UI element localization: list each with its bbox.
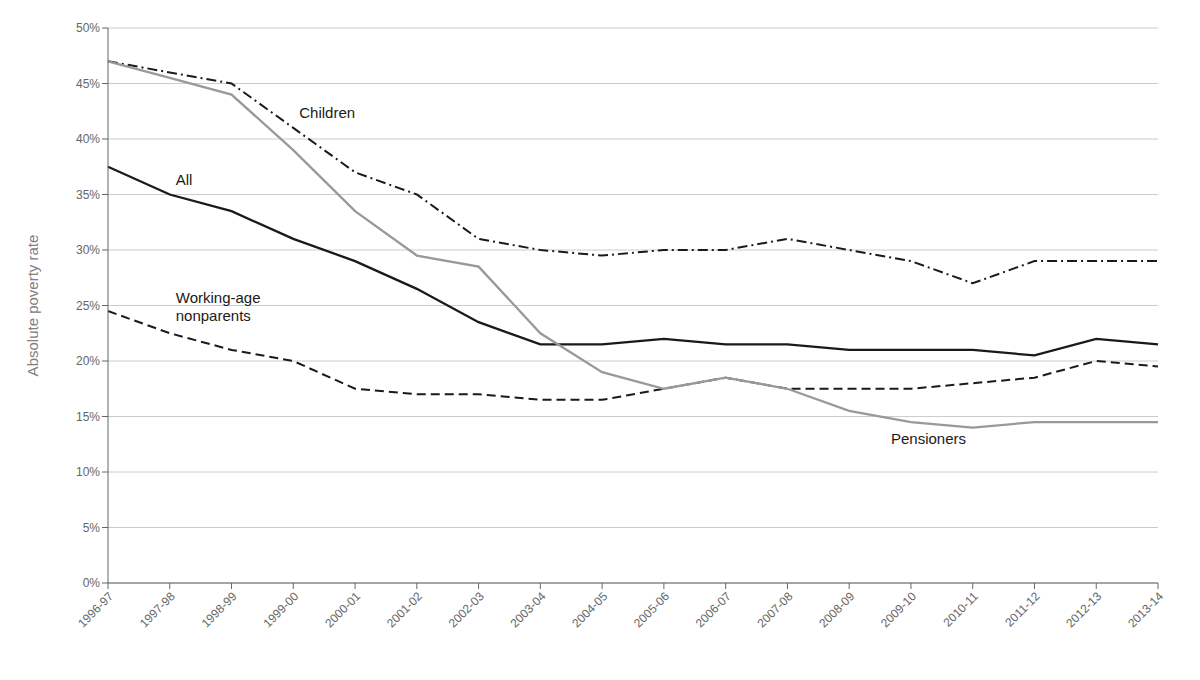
svg-text:Pensioners: Pensioners	[891, 430, 966, 447]
svg-text:2010-11: 2010-11	[940, 589, 981, 630]
svg-text:2001-02: 2001-02	[384, 589, 425, 630]
svg-text:1997-98: 1997-98	[137, 589, 178, 630]
svg-text:45%: 45%	[76, 77, 100, 91]
svg-text:15%: 15%	[76, 410, 100, 424]
svg-text:2002-03: 2002-03	[446, 589, 487, 630]
svg-text:2012-13: 2012-13	[1063, 589, 1104, 630]
svg-text:2013-14: 2013-14	[1125, 589, 1166, 630]
svg-text:1999-00: 1999-00	[260, 589, 301, 630]
svg-text:Absolute poverty rate: Absolute poverty rate	[24, 235, 41, 377]
svg-text:2003-04: 2003-04	[507, 589, 548, 630]
svg-text:40%: 40%	[76, 132, 100, 146]
svg-text:5%: 5%	[83, 521, 101, 535]
svg-text:2007-08: 2007-08	[755, 589, 796, 630]
svg-text:2000-01: 2000-01	[322, 589, 363, 630]
svg-text:10%: 10%	[76, 465, 100, 479]
svg-text:2005-06: 2005-06	[631, 589, 672, 630]
svg-text:2011-12: 2011-12	[1002, 589, 1043, 630]
svg-text:2006-07: 2006-07	[693, 589, 734, 630]
svg-text:Children: Children	[299, 104, 355, 121]
svg-text:30%: 30%	[76, 243, 100, 257]
svg-text:Working-agenonparents: Working-agenonparents	[176, 289, 261, 324]
svg-text:35%: 35%	[76, 188, 100, 202]
svg-text:0%: 0%	[83, 576, 101, 590]
svg-text:25%: 25%	[76, 299, 100, 313]
svg-text:2008-09: 2008-09	[816, 589, 857, 630]
svg-text:2004-05: 2004-05	[569, 589, 610, 630]
svg-text:50%: 50%	[76, 21, 100, 35]
svg-text:2009-10: 2009-10	[878, 589, 919, 630]
svg-text:1996-97: 1996-97	[75, 589, 116, 630]
svg-text:20%: 20%	[76, 354, 100, 368]
svg-text:1998-99: 1998-99	[199, 589, 240, 630]
svg-text:All: All	[176, 171, 193, 188]
